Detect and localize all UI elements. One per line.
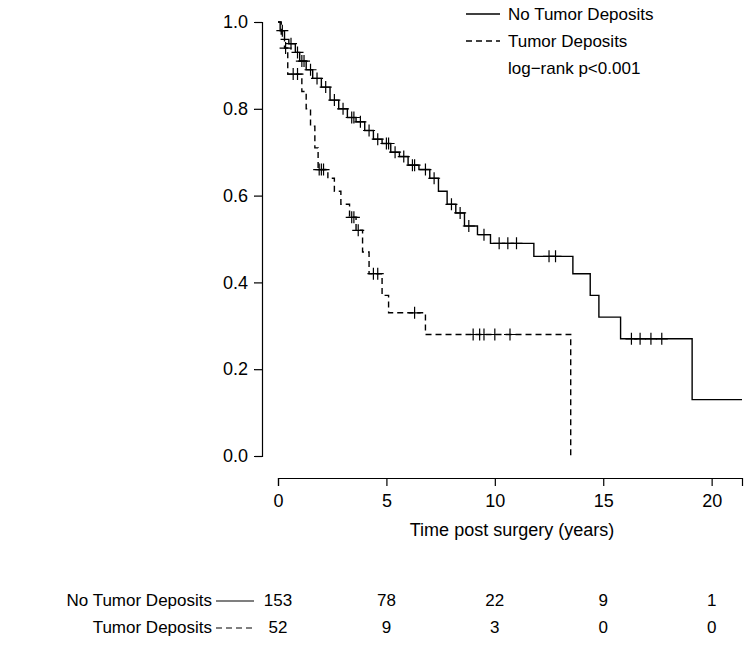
censor-mark	[280, 42, 292, 54]
y-tick: 0.8	[223, 99, 262, 119]
risk-count: 0	[598, 618, 607, 637]
censor-mark	[320, 81, 332, 93]
y-tick-label: 0.4	[223, 273, 248, 293]
censor-mark	[354, 116, 366, 128]
survival-curve	[278, 22, 571, 456]
censor-mark	[328, 94, 340, 106]
risk-row-swatch	[216, 627, 254, 628]
censor-mark	[489, 328, 501, 340]
y-tick-mark	[254, 369, 262, 370]
censor-mark	[305, 64, 317, 76]
x-tick: 20	[702, 478, 722, 511]
legend-swatch	[466, 13, 500, 14]
x-tick: 10	[485, 478, 505, 511]
censor-mark	[454, 207, 466, 219]
x-tick: 15	[594, 478, 614, 511]
legend-label: No Tumor Deposits	[508, 5, 654, 24]
y-tick-mark	[254, 109, 262, 110]
risk-table: No Tumor Deposits 153 78 22 9 1 Tumor Deposits…	[67, 591, 717, 637]
x-tick-label: 15	[594, 491, 614, 511]
censor-mark	[311, 72, 323, 84]
x-tick-mark	[386, 478, 387, 486]
y-tick: 0.4	[223, 273, 262, 293]
y-tick: 0.0	[223, 446, 262, 466]
y-tick-label: 1.0	[223, 12, 248, 32]
censor-mark	[478, 328, 490, 340]
legend-label: Tumor Deposits	[508, 32, 627, 51]
risk-count: 153	[264, 591, 292, 610]
annotation: log−rank p<0.001	[508, 59, 640, 78]
censor-mark	[634, 333, 646, 345]
risk-count: 9	[382, 618, 391, 637]
y-tick-mark	[254, 196, 262, 197]
x-axis: 0 5 10 15 20	[273, 478, 742, 511]
risk-count: 3	[490, 618, 499, 637]
risk-row-label: Tumor Deposits	[93, 618, 212, 637]
y-tick-mark	[254, 456, 262, 457]
y-tick-mark	[254, 282, 262, 283]
risk-row-swatch	[216, 600, 254, 601]
censor-mark	[409, 159, 421, 171]
y-tick-label: 0.0	[223, 446, 248, 466]
censor-mark	[372, 268, 384, 280]
censor-mark	[363, 125, 375, 137]
censor-mark	[409, 307, 421, 319]
legend: No Tumor Deposits Tumor Deposits log−rank …	[466, 5, 654, 78]
x-tick-label: 10	[485, 491, 505, 511]
plot-area	[276, 22, 742, 456]
risk-row-label: No Tumor Deposits	[67, 591, 213, 610]
y-axis: 0.0 0.2 0.4 0.6 0.8 1.0	[223, 12, 263, 466]
chart: 0.00.20.40.60.81.005101520Time post surg…	[0, 0, 750, 655]
censor-mark	[656, 333, 668, 345]
x-tick-label: 5	[382, 491, 392, 511]
censor-mark	[298, 55, 310, 67]
censor-mark	[419, 164, 431, 176]
y-tick-label: 0.2	[223, 359, 248, 379]
x-tick-mark	[603, 478, 604, 486]
x-tick-mark	[712, 478, 713, 486]
censor-mark	[352, 224, 364, 236]
censor-mark	[318, 164, 330, 176]
risk-count: 22	[485, 591, 504, 610]
survival-curve	[278, 22, 742, 400]
risk-count: 78	[377, 591, 396, 610]
x-tick-label: 0	[273, 491, 283, 511]
y-tick-label: 0.8	[223, 99, 248, 119]
x-tick-label: 20	[702, 491, 722, 511]
censor-mark	[383, 138, 395, 150]
censor-mark	[645, 333, 657, 345]
censor-mark	[276, 25, 288, 37]
x-tick: 5	[382, 478, 392, 511]
legend-swatch	[466, 40, 500, 41]
x-tick: 0	[273, 478, 283, 511]
censor-mark	[292, 68, 304, 80]
y-tick: 1.0	[223, 12, 262, 32]
y-tick-mark	[254, 22, 262, 23]
y-tick: 0.2	[223, 359, 262, 379]
x-tick-mark	[278, 478, 279, 486]
risk-count: 1	[707, 591, 716, 610]
censor-mark	[428, 172, 440, 184]
risk-count: 52	[269, 618, 288, 637]
censor-mark	[504, 328, 516, 340]
x-axis-line	[279, 479, 743, 487]
censor-mark	[511, 237, 523, 249]
censor-mark	[348, 211, 360, 223]
censor-mark	[550, 250, 562, 262]
censor-mark	[337, 103, 349, 115]
y-tick: 0.6	[223, 186, 262, 206]
censor-mark	[398, 151, 410, 163]
y-tick-label: 0.6	[223, 186, 248, 206]
risk-count: 0	[707, 618, 716, 637]
x-axis-title: Time post surgery (years)	[410, 520, 614, 540]
censor-mark	[445, 198, 457, 210]
censor-mark	[463, 220, 475, 232]
x-tick-mark	[495, 478, 496, 486]
risk-count: 9	[598, 591, 607, 610]
y-axis-line	[254, 23, 263, 457]
censor-mark	[478, 229, 490, 241]
